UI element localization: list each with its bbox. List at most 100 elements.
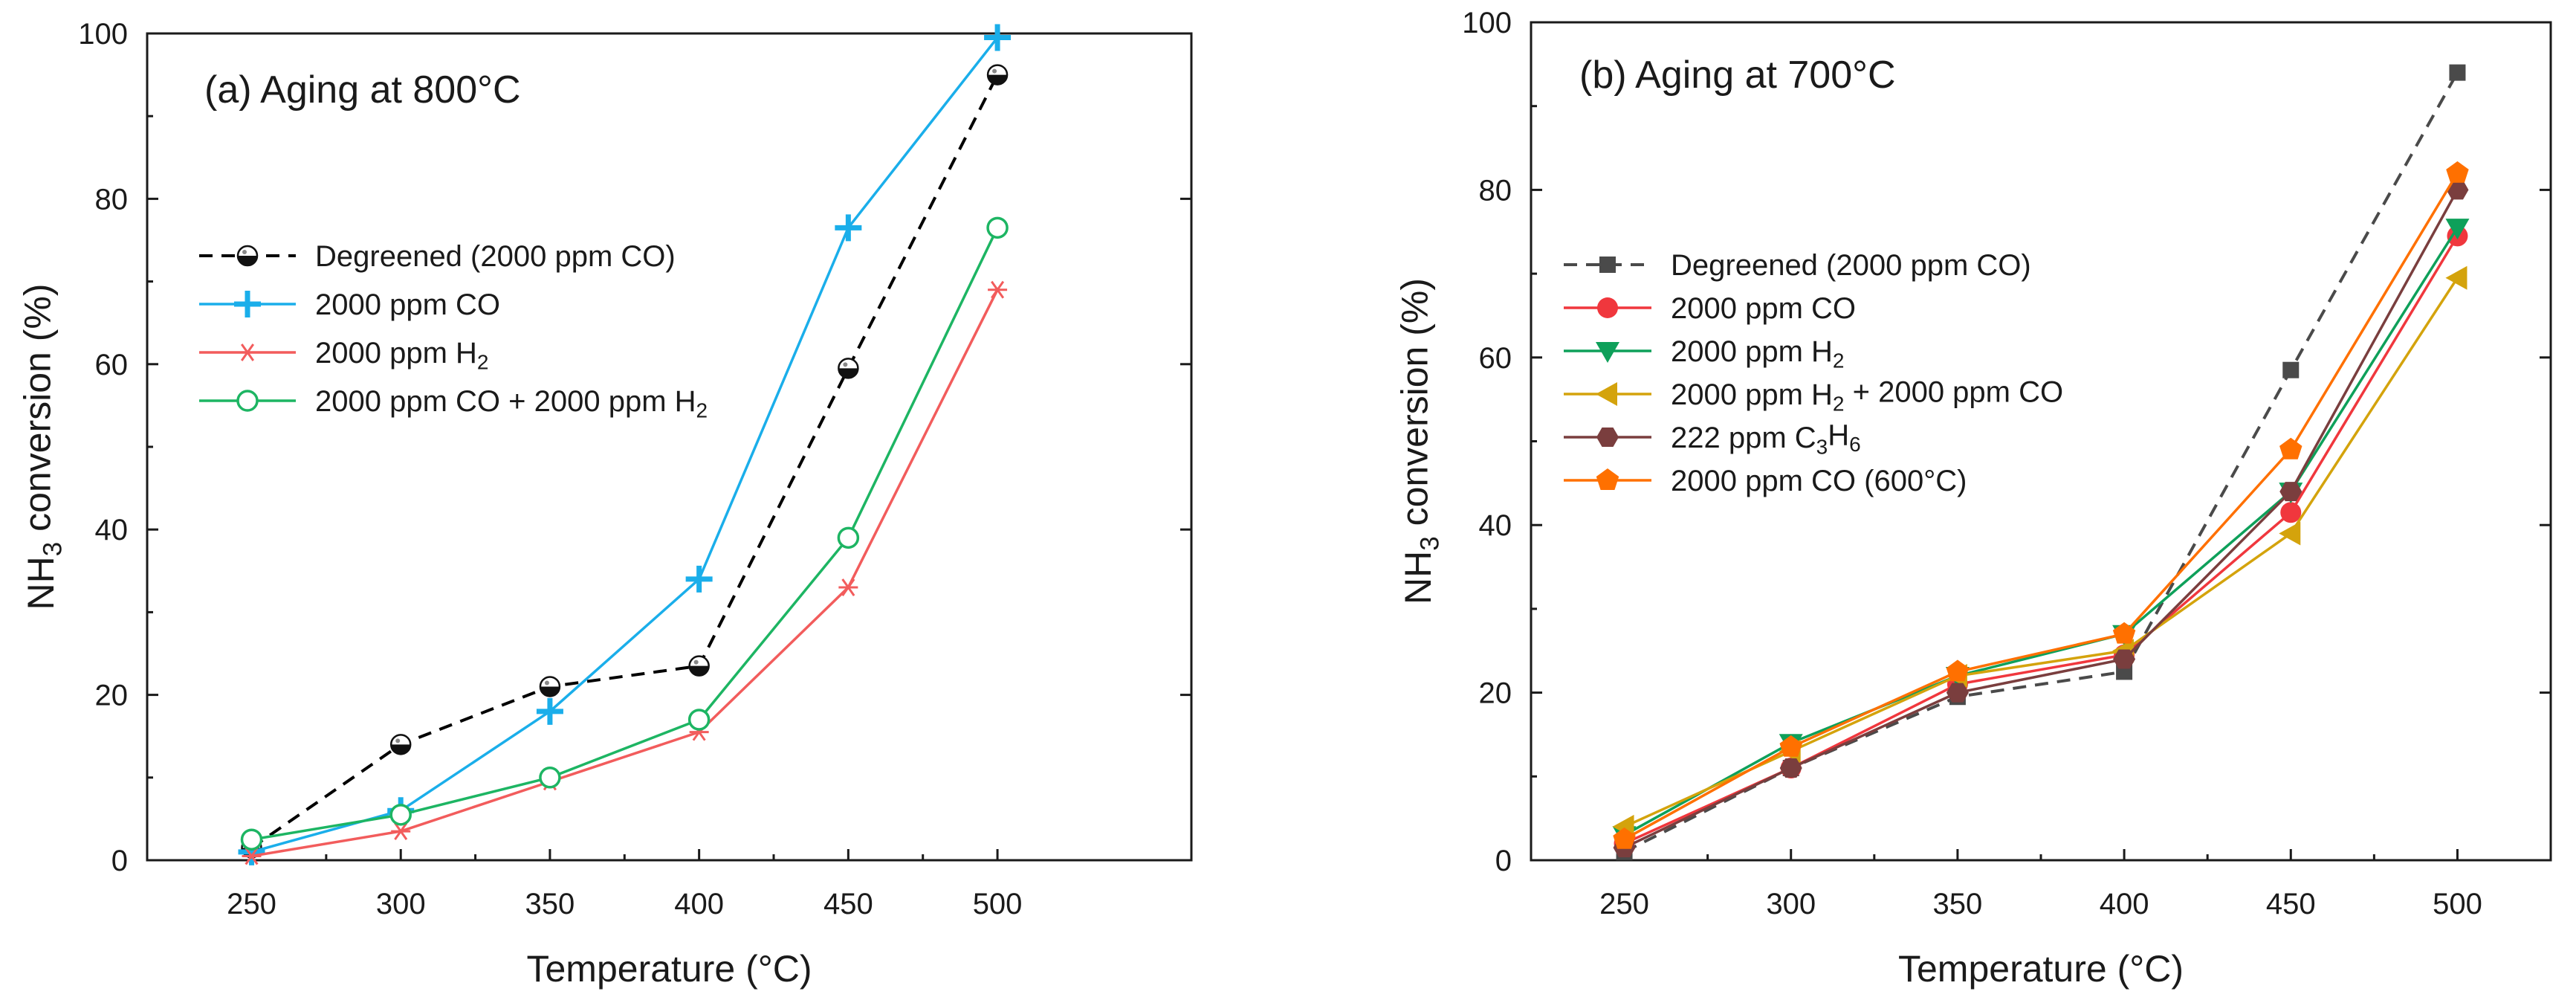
legend-item: Degreened (2000 ppm CO) [1564,249,2031,282]
data-point [242,847,262,865]
y-tick-label: 80 [95,183,129,216]
legend-label: 2000 ppm CO + 2000 ppm H2 [315,385,708,422]
data-point [2446,161,2469,183]
data-point [2280,502,2302,523]
x-tick-label: 450 [823,888,873,920]
y-tick-label: 20 [1479,677,1512,710]
data-point [2282,361,2300,378]
y-tick-label: 20 [95,680,129,712]
series-1 [241,64,1009,859]
y-tick-label: 0 [111,845,128,877]
chart-title: (b) Aging at 700°C [1579,54,1896,97]
x-tick-label: 450 [2266,888,2316,920]
x-tick-label: 500 [2433,888,2482,920]
data-point [2279,482,2302,502]
data-point [2446,180,2469,200]
data-point [1779,735,1802,757]
data-point [2445,265,2467,290]
y-axis-title: NH3 conversion (%) [1394,278,1445,604]
data-point [2112,622,2136,644]
legend-item: 2000 ppm H2 + 2000 ppm CO [1564,375,2063,415]
y-tick-label: 60 [95,349,129,381]
series-3 [242,280,1008,865]
data-point [687,709,711,731]
data-point [988,280,1008,299]
data-point [837,526,860,549]
series-4 [240,216,1009,851]
data-point-shine [544,680,549,686]
x-tick-label: 400 [2100,888,2149,920]
x-tick-label: 250 [227,888,276,920]
series-line [1623,189,2459,849]
y-tick-label: 100 [78,18,128,51]
x-tick-label: 350 [525,888,575,920]
chart-title: (a) Aging at 800°C [204,68,521,112]
legend-marker [1597,297,1618,318]
legend-label: 2000 ppm H2 + 2000 ppm CO [1671,375,2063,415]
y-tick-label: 40 [95,514,129,546]
series-line [251,36,999,854]
data-point-fill [391,744,411,755]
data-point-shine [395,738,401,743]
data-point [389,804,412,826]
legend-marker-fill [238,256,257,265]
data-point [240,828,263,851]
legend-label: Degreened (2000 ppm CO) [1671,249,2031,282]
legend-marker-shine [242,250,247,254]
y-axis-title: NH3 conversion (%) [17,283,68,610]
data-point-shine [843,362,848,367]
data-point [2445,219,2470,240]
legend-item: 2000 ppm CO [1564,292,1856,325]
data-point [685,565,713,593]
y-tick-label: 60 [1479,342,1512,375]
series-6 [1613,161,2469,849]
legend-marker [238,343,257,361]
data-point [536,697,563,725]
data-point [984,24,1012,51]
legend-label: 222 ppm C3H6 [1671,419,1861,458]
legend-item: 222 ppm C3H6 [1564,419,1861,458]
data-point [2449,64,2466,81]
data-point [1613,827,1636,849]
chart-a-frame [146,32,1193,862]
series-line [1623,71,2459,854]
legend-label: 2000 ppm CO [315,288,500,321]
legend-label: Degreened (2000 ppm CO) [315,240,676,273]
x-tick-label: 500 [973,888,1023,920]
series-line [251,288,999,858]
series-line [1623,227,2459,836]
x-axis-title: Temperature (°C) [527,948,812,990]
data-point [2279,521,2301,546]
data-point [2113,649,2136,669]
chart-b: 0 20 40 60 80 100 250 300 350 400 450 500 Temperatur… [1394,7,2552,990]
legend-marker [1596,428,1619,447]
series-line [251,227,999,841]
x-tick-label: 250 [1599,888,1649,920]
x-axis-title: Temperature (°C) [1898,948,2184,990]
data-point [838,578,858,596]
y-tick-label: 100 [1462,7,1512,39]
data-point [539,767,561,789]
data-point [986,216,1009,239]
legend-marker [1596,382,1617,406]
series-5 [1613,180,2469,858]
legend-marker [1596,468,1619,490]
legend-marker [1599,257,1616,273]
legend-label: 2000 ppm CO [1671,292,1856,325]
x-tick-label: 300 [1766,888,1816,920]
series-line [1623,235,2459,845]
data-point [2279,437,2302,459]
data-point-shine [693,659,699,665]
legend-label: 2000 ppm CO (600°C) [1671,465,1967,497]
series-line [250,74,999,849]
series-line [1623,172,2459,841]
data-point [1946,659,1970,682]
data-point [391,822,411,840]
legend-marker [234,291,261,317]
y-tick-label: 80 [1479,174,1512,207]
legend-label: 2000 ppm H2 [315,337,489,373]
data-point [835,214,862,242]
legend-marker [1596,342,1619,363]
y-tick-label: 40 [1479,509,1512,542]
